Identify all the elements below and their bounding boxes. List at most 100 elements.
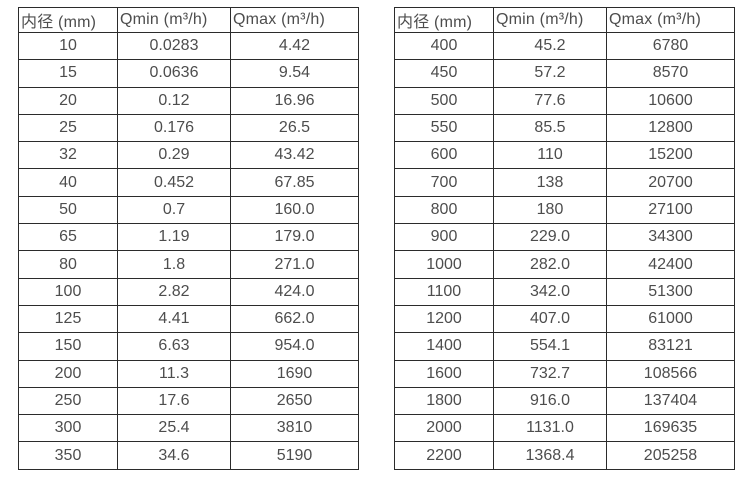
table-row: 25 0.176 26.5 <box>18 113 359 143</box>
table-row: 15 0.0636 9.54 <box>18 59 359 88</box>
table-cell: 282.0 <box>493 250 607 279</box>
table-cell: 1.8 <box>117 250 231 279</box>
table-cell: 700 <box>394 168 494 197</box>
table-row: 125 4.41 662.0 <box>18 304 359 334</box>
table-row: 400 45.2 6780 <box>394 31 735 61</box>
table-cell: 1.19 <box>117 223 231 252</box>
table-cell: 600 <box>394 141 494 170</box>
table-row: 1100 342.0 51300 <box>394 277 735 306</box>
table-cell: 1690 <box>230 359 359 388</box>
table-row: 600 110 15200 <box>394 141 735 170</box>
table-cell: 179.0 <box>230 223 359 252</box>
table-cell: 407.0 <box>493 304 607 334</box>
table-cell: 554.1 <box>493 332 607 361</box>
flow-table-small-diameters: 内径 (mm) Qmin (m³/h) Qmax (m³/h) 10 0.0283 4.4… <box>18 7 359 470</box>
table-cell: 57.2 <box>493 59 607 88</box>
table-cell: 0.0636 <box>117 59 231 88</box>
table-row: 500 77.6 10600 <box>394 86 735 115</box>
table-cell: 900 <box>394 223 494 252</box>
table-cell: 34.6 <box>117 441 231 470</box>
header-row: 内径 (mm) Qmin (m³/h) Qmax (m³/h) <box>18 7 359 33</box>
flow-table-large-diameters: 内径 (mm) Qmin (m³/h) Qmax (m³/h) 400 45.2 6780… <box>394 7 735 470</box>
table-cell: 1200 <box>394 304 494 334</box>
table-cell: 0.12 <box>117 86 231 115</box>
table-cell: 9.54 <box>230 59 359 88</box>
table-cell: 350 <box>18 441 118 470</box>
table-cell: 5190 <box>230 441 359 470</box>
table-cell: 51300 <box>606 277 735 306</box>
table-row: 300 25.4 3810 <box>18 414 359 443</box>
table-cell: 200 <box>18 359 118 388</box>
table-cell: 400 <box>394 31 494 61</box>
table-row: 65 1.19 179.0 <box>18 223 359 252</box>
table-row: 2200 1368.4 205258 <box>394 441 735 470</box>
table-cell: 65 <box>18 223 118 252</box>
table-cell: 6780 <box>606 31 735 61</box>
table-cell: 169635 <box>606 414 735 443</box>
table-cell: 67.85 <box>230 168 359 197</box>
table-cell: 10 <box>18 31 118 61</box>
table-cell: 12800 <box>606 113 735 143</box>
table-cell: 34300 <box>606 223 735 252</box>
table-cell: 0.7 <box>117 195 231 225</box>
table-cell: 20700 <box>606 168 735 197</box>
table-row: 1800 916.0 137404 <box>394 386 735 416</box>
table-cell: 77.6 <box>493 86 607 115</box>
table-cell: 180 <box>493 195 607 225</box>
table-row: 50 0.7 160.0 <box>18 195 359 225</box>
table-row: 450 57.2 8570 <box>394 59 735 88</box>
table-cell: 110 <box>493 141 607 170</box>
table-cell: 1131.0 <box>493 414 607 443</box>
table-cell: 10600 <box>606 86 735 115</box>
table-cell: 550 <box>394 113 494 143</box>
table-row: 800 180 27100 <box>394 195 735 225</box>
table-row: 900 229.0 34300 <box>394 223 735 252</box>
table-row: 250 17.6 2650 <box>18 386 359 416</box>
table-cell: 732.7 <box>493 359 607 388</box>
table-cell: 2200 <box>394 441 494 470</box>
table-row: 1200 407.0 61000 <box>394 304 735 334</box>
table-cell: 15200 <box>606 141 735 170</box>
column-header-0: 内径 (mm) <box>394 7 494 33</box>
table-cell: 27100 <box>606 195 735 225</box>
table-cell: 0.29 <box>117 141 231 170</box>
column-header-0: 内径 (mm) <box>18 7 118 33</box>
table-cell: 4.42 <box>230 31 359 61</box>
table-cell: 42400 <box>606 250 735 279</box>
table-cell: 424.0 <box>230 277 359 306</box>
table-cell: 20 <box>18 86 118 115</box>
table-cell: 85.5 <box>493 113 607 143</box>
table-cell: 125 <box>18 304 118 334</box>
header-row: 内径 (mm) Qmin (m³/h) Qmax (m³/h) <box>394 7 735 33</box>
table-row: 1600 732.7 108566 <box>394 359 735 388</box>
table-cell: 150 <box>18 332 118 361</box>
table-cell: 15 <box>18 59 118 88</box>
table-cell: 916.0 <box>493 386 607 416</box>
table-cell: 50 <box>18 195 118 225</box>
table-cell: 3810 <box>230 414 359 443</box>
table-cell: 80 <box>18 250 118 279</box>
table-cell: 2.82 <box>117 277 231 306</box>
table-cell: 1100 <box>394 277 494 306</box>
table-row: 700 138 20700 <box>394 168 735 197</box>
table-cell: 1600 <box>394 359 494 388</box>
table-row: 350 34.6 5190 <box>18 441 359 470</box>
column-header-1: Qmin (m³/h) <box>117 7 231 33</box>
table-cell: 25.4 <box>117 414 231 443</box>
table-cell: 100 <box>18 277 118 306</box>
table-row: 550 85.5 12800 <box>394 113 735 143</box>
table-cell: 4.41 <box>117 304 231 334</box>
table-cell: 83121 <box>606 332 735 361</box>
flow-rate-tables-container: 内径 (mm) Qmin (m³/h) Qmax (m³/h) 10 0.0283 4.4… <box>18 7 735 470</box>
table-cell: 32 <box>18 141 118 170</box>
table-cell: 16.96 <box>230 86 359 115</box>
table-cell: 17.6 <box>117 386 231 416</box>
table-row: 1400 554.1 83121 <box>394 332 735 361</box>
table-cell: 1000 <box>394 250 494 279</box>
column-header-1: Qmin (m³/h) <box>493 7 607 33</box>
table-cell: 160.0 <box>230 195 359 225</box>
table-row: 150 6.63 954.0 <box>18 332 359 361</box>
table-row: 10 0.0283 4.42 <box>18 31 359 61</box>
column-header-2: Qmax (m³/h) <box>606 7 735 33</box>
column-header-2: Qmax (m³/h) <box>230 7 359 33</box>
